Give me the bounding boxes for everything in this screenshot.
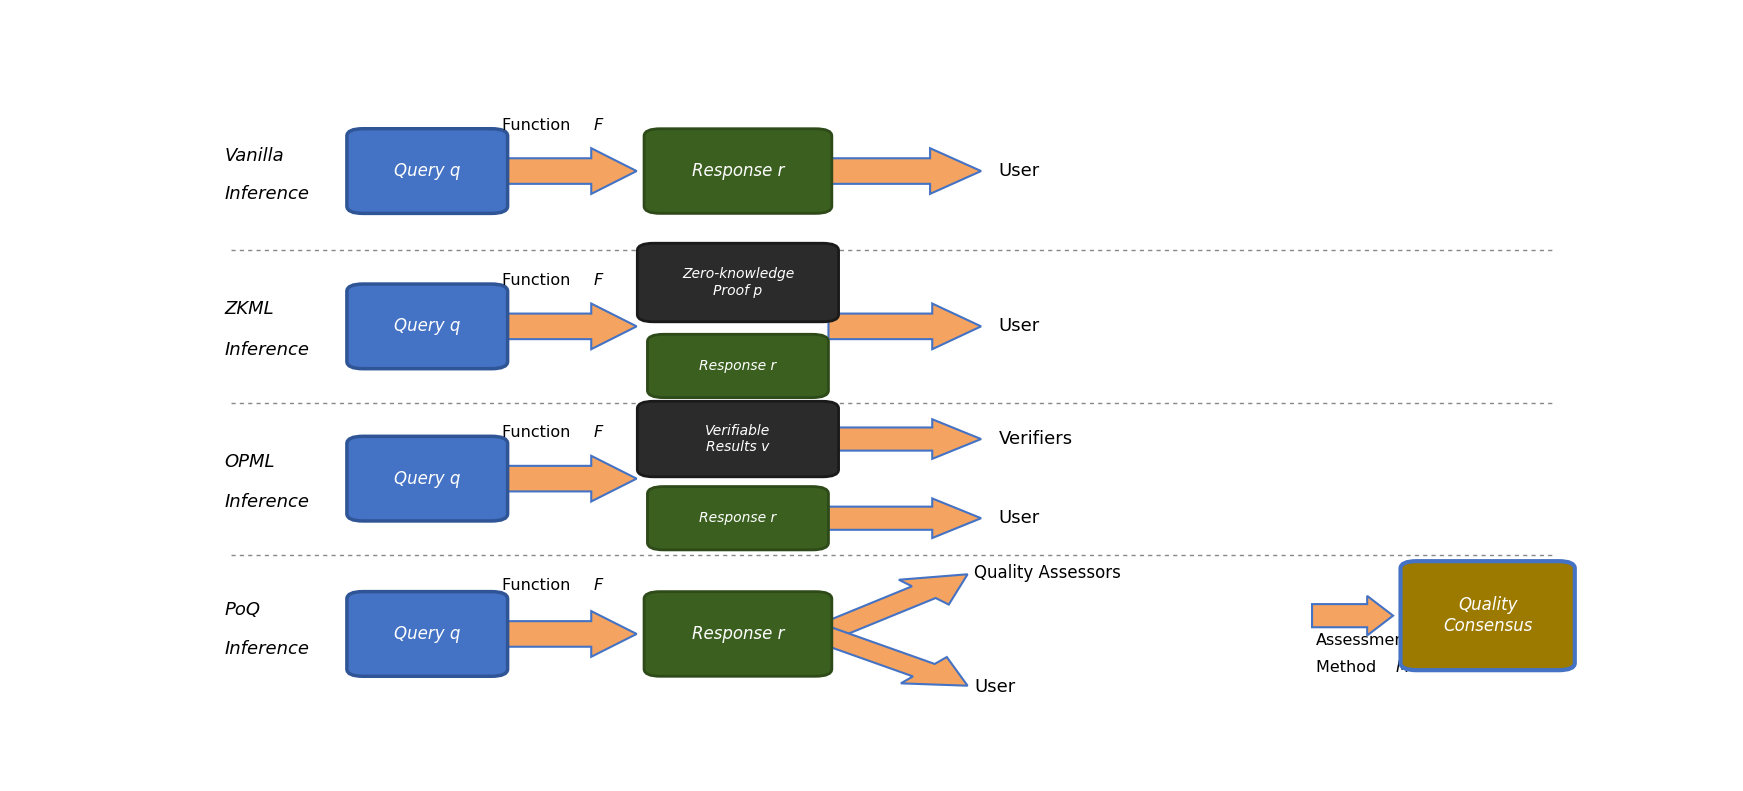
FancyBboxPatch shape xyxy=(647,335,828,398)
Text: Query q: Query q xyxy=(394,470,460,487)
Text: Quality Assessors: Quality Assessors xyxy=(974,564,1121,582)
Text: Query q: Query q xyxy=(394,162,460,180)
FancyBboxPatch shape xyxy=(647,486,828,550)
Text: F: F xyxy=(593,577,603,592)
FancyBboxPatch shape xyxy=(1401,561,1574,670)
Polygon shape xyxy=(495,304,636,349)
FancyBboxPatch shape xyxy=(347,592,507,676)
Text: F: F xyxy=(593,426,603,441)
Polygon shape xyxy=(821,148,981,194)
FancyBboxPatch shape xyxy=(638,401,838,477)
Text: User: User xyxy=(999,317,1041,335)
Text: F: F xyxy=(593,273,603,288)
Text: Inference: Inference xyxy=(225,493,310,511)
Text: M: M xyxy=(1396,660,1410,675)
Text: Quality
Consensus: Quality Consensus xyxy=(1443,596,1532,635)
Polygon shape xyxy=(495,456,636,501)
Polygon shape xyxy=(495,148,636,194)
FancyBboxPatch shape xyxy=(638,243,838,322)
Text: Verifiers: Verifiers xyxy=(999,430,1072,448)
Polygon shape xyxy=(828,419,981,459)
Text: OPML: OPML xyxy=(225,452,275,471)
FancyBboxPatch shape xyxy=(645,592,831,676)
Text: Query q: Query q xyxy=(394,317,460,335)
Text: Verifiable
Results v: Verifiable Results v xyxy=(706,424,770,454)
Text: Response r: Response r xyxy=(692,162,784,180)
Polygon shape xyxy=(828,498,981,538)
Text: Query q: Query q xyxy=(394,625,460,643)
Polygon shape xyxy=(810,628,967,686)
Text: Function: Function xyxy=(502,426,575,441)
Text: Zero-knowledge
Proof p: Zero-knowledge Proof p xyxy=(682,267,795,297)
Text: Inference: Inference xyxy=(225,640,310,658)
FancyBboxPatch shape xyxy=(347,437,507,521)
Text: Response r: Response r xyxy=(699,511,777,525)
Text: Response r: Response r xyxy=(699,359,777,373)
Text: Assessment: Assessment xyxy=(1316,633,1412,648)
Polygon shape xyxy=(1312,596,1393,635)
Text: Function: Function xyxy=(502,118,575,133)
FancyBboxPatch shape xyxy=(347,129,507,214)
Text: Inference: Inference xyxy=(225,185,310,203)
Polygon shape xyxy=(810,574,967,640)
Text: F: F xyxy=(593,118,603,133)
Polygon shape xyxy=(495,611,636,657)
FancyBboxPatch shape xyxy=(645,129,831,214)
Text: Vanilla: Vanilla xyxy=(225,147,284,165)
Text: Method: Method xyxy=(1316,660,1382,675)
Text: User: User xyxy=(999,162,1041,180)
Text: Function: Function xyxy=(502,273,575,288)
Text: Inference: Inference xyxy=(225,340,310,358)
Polygon shape xyxy=(828,304,981,349)
Text: Function: Function xyxy=(502,577,575,592)
Text: User: User xyxy=(999,509,1041,528)
FancyBboxPatch shape xyxy=(347,284,507,369)
Text: User: User xyxy=(974,678,1016,696)
Text: PoQ: PoQ xyxy=(225,600,261,619)
Text: Response r: Response r xyxy=(692,625,784,643)
Text: ZKML: ZKML xyxy=(225,301,274,318)
